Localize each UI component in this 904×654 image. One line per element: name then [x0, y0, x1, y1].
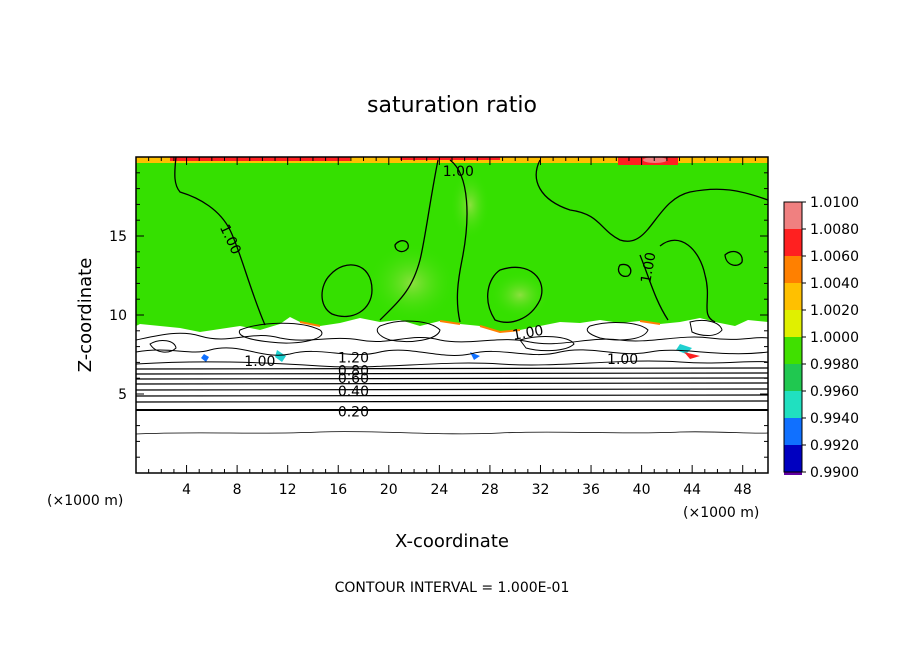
- contour-label: 1.00: [511, 323, 544, 344]
- colorbar-swatch: [784, 391, 802, 418]
- contour-line: [535, 159, 768, 242]
- contour-line: [724, 250, 743, 266]
- colorbar-swatch: [784, 283, 802, 310]
- cloud-base-edge: [299, 320, 661, 334]
- y-tick-label: 10: [109, 308, 127, 324]
- contour-label: 1.00: [443, 164, 474, 180]
- contour-line: [136, 388, 768, 391]
- colorbar-label: 1.0020: [810, 303, 859, 319]
- supersaturated-band: [400, 157, 500, 160]
- colorbar-label: 1.0060: [810, 249, 859, 265]
- y-axis-ticks: 5 10 15: [109, 172, 768, 458]
- x-tick-label: 24: [430, 482, 448, 498]
- contour-line: [136, 360, 768, 368]
- colorbar-label: 0.9940: [810, 411, 859, 427]
- colorbar-label: 1.0000: [810, 330, 859, 346]
- x-tick-label: 40: [633, 482, 651, 498]
- x-unit-label: (×1000 m): [683, 505, 759, 521]
- x-tick-label: 44: [683, 482, 701, 498]
- contour-interval-note: CONTOUR INTERVAL = 1.000E-01: [335, 580, 570, 596]
- dry-spot: [676, 344, 692, 354]
- z-unit-label: (×1000 m): [47, 493, 123, 509]
- contour-line: [394, 240, 409, 253]
- x-tick-label: 12: [279, 482, 297, 498]
- colorbar-label: 1.0040: [810, 276, 859, 292]
- supersaturated-band: [170, 157, 350, 161]
- chart-title: saturation ratio: [367, 93, 537, 118]
- contour-label: 1.20: [338, 351, 369, 367]
- contour-line: [136, 367, 768, 370]
- colorbar-swatch: [784, 256, 802, 283]
- colorbar-swatch: [784, 337, 802, 364]
- contour-line: [149, 340, 177, 353]
- colorbar-swatch: [784, 472, 802, 475]
- contour-label: 0.40: [338, 384, 369, 400]
- plot-area: [136, 157, 768, 473]
- contour-line: [136, 382, 768, 385]
- contour-line: [136, 431, 768, 435]
- x-tick-label: 48: [734, 482, 752, 498]
- x-tick-label: 20: [380, 482, 398, 498]
- contour-line: [586, 322, 649, 341]
- contour-line: [136, 347, 768, 356]
- contour-label: 0.80: [338, 363, 369, 379]
- contour-line: [136, 400, 768, 403]
- contour-line: [321, 264, 373, 318]
- colorbar-label: 0.9980: [810, 357, 859, 373]
- x-tick-label: 8: [233, 482, 242, 498]
- dry-spot: [201, 354, 209, 362]
- x-tick-label: 32: [532, 482, 550, 498]
- contour-line: [487, 266, 543, 323]
- colorbar-swatch: [784, 310, 802, 337]
- contour-label: 1.00: [638, 251, 659, 284]
- dry-spot: [470, 352, 480, 360]
- y-tick-label: 5: [118, 387, 127, 403]
- contour-line: [519, 336, 575, 352]
- contour-label: 1.00: [607, 352, 638, 368]
- x-tick-label: 36: [582, 482, 600, 498]
- x-axis-label: X-coordinate: [395, 531, 509, 552]
- moisture-blob: [367, 243, 457, 323]
- contour-line: [174, 157, 266, 326]
- x-tick-label: 28: [481, 482, 499, 498]
- y-tick-label: 15: [109, 229, 127, 245]
- colorbar-label: 0.9920: [810, 438, 859, 454]
- contour-line: [376, 320, 441, 343]
- contour-line: [136, 394, 768, 397]
- colorbar-label: 1.0080: [810, 222, 859, 238]
- x-axis-ticks: 4 8 12 16 20 24 28 32 36 40 44 48: [148, 157, 756, 498]
- colorbar-swatch: [784, 364, 802, 391]
- contour-line: [136, 377, 768, 380]
- colorbar-swatch: [784, 229, 802, 256]
- supersaturated-spot: [643, 157, 667, 163]
- colorbar-swatch: [784, 202, 802, 229]
- contour-label: 1.00: [244, 354, 275, 370]
- contour-label: 0.20: [338, 404, 369, 420]
- colorbar: 1.0100 1.0080 1.0060 1.0040 1.0020 1.0000 0.99…: [783, 195, 859, 481]
- colorbar-label: 1.0100: [810, 195, 859, 211]
- colorbar-swatch: [784, 418, 802, 445]
- y-axis-label: Z-coordinate: [75, 258, 96, 373]
- contour-line: [238, 322, 323, 344]
- x-tick-label: 4: [182, 482, 191, 498]
- contour-line: [136, 372, 768, 375]
- contour-line: [659, 239, 716, 323]
- colorbar-label: 0.9960: [810, 384, 859, 400]
- moisture-blob: [450, 170, 490, 240]
- contour-label: 0.60: [338, 371, 369, 387]
- dry-spot: [275, 350, 286, 362]
- contour-line: [136, 332, 768, 345]
- contour-line: [379, 159, 439, 321]
- saturated-region: [136, 157, 768, 332]
- colorbar-label: 0.9900: [810, 465, 859, 481]
- contour-line: [689, 319, 723, 336]
- colorbar-swatch: [784, 445, 802, 472]
- dry-spot: [684, 352, 700, 359]
- x-tick-label: 16: [329, 482, 347, 498]
- contour-line: [617, 263, 632, 277]
- contour-line: [449, 159, 468, 323]
- contour-line: [639, 254, 669, 321]
